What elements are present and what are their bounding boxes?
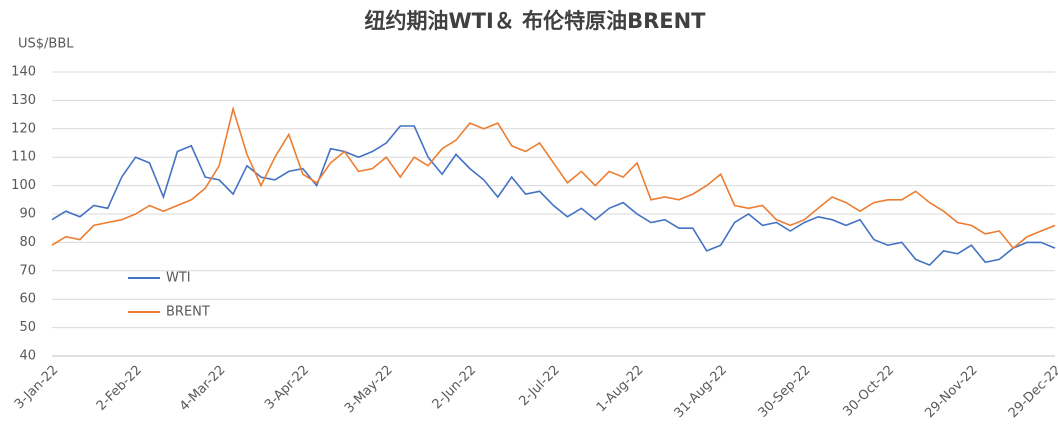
y-tick-label: 110	[11, 150, 36, 165]
legend-label: WTI	[166, 271, 191, 286]
x-tick-label: 31-Aug-22	[672, 363, 730, 421]
legend-label: BRENT	[166, 305, 210, 320]
y-axis-label: US$/BBL	[18, 37, 74, 52]
y-tick-label: 50	[19, 320, 36, 335]
y-tick-label: 140	[11, 65, 36, 80]
x-tick-label: 3-Jan-22	[12, 363, 61, 412]
series-line	[51, 105, 1056, 250]
y-tick-label: 80	[19, 235, 36, 250]
y-tick-label: 100	[11, 178, 36, 193]
x-tick-label: 29-Dec-22	[1006, 363, 1058, 421]
x-tick-label: 30-Sep-22	[756, 363, 814, 421]
y-tick-label: 130	[11, 93, 36, 108]
x-tick-label: 3-Apr-22	[262, 363, 312, 413]
chart-title: 纽约期油WTI＆ 布伦特原油BRENT	[364, 9, 706, 33]
series-line	[51, 125, 1056, 267]
x-tick-label: 2-Jun-22	[430, 363, 480, 413]
x-tick-label: 30-Oct-22	[840, 363, 897, 420]
y-tick-label: 70	[19, 263, 36, 278]
x-tick-label: 29-Nov-22	[922, 363, 980, 421]
x-tick-label: 1-Aug-22	[594, 363, 647, 416]
x-tick-label: 2-Feb-22	[94, 363, 145, 414]
x-tick-label: 3-May-22	[342, 363, 396, 417]
y-tick-label: 90	[19, 207, 36, 222]
y-tick-label: 40	[19, 349, 36, 364]
y-tick-label: 60	[19, 292, 36, 307]
y-tick-label: 120	[11, 121, 36, 136]
x-tick-label: 2-Jul-22	[516, 363, 562, 409]
x-tick-label: 4-Mar-22	[177, 363, 229, 415]
